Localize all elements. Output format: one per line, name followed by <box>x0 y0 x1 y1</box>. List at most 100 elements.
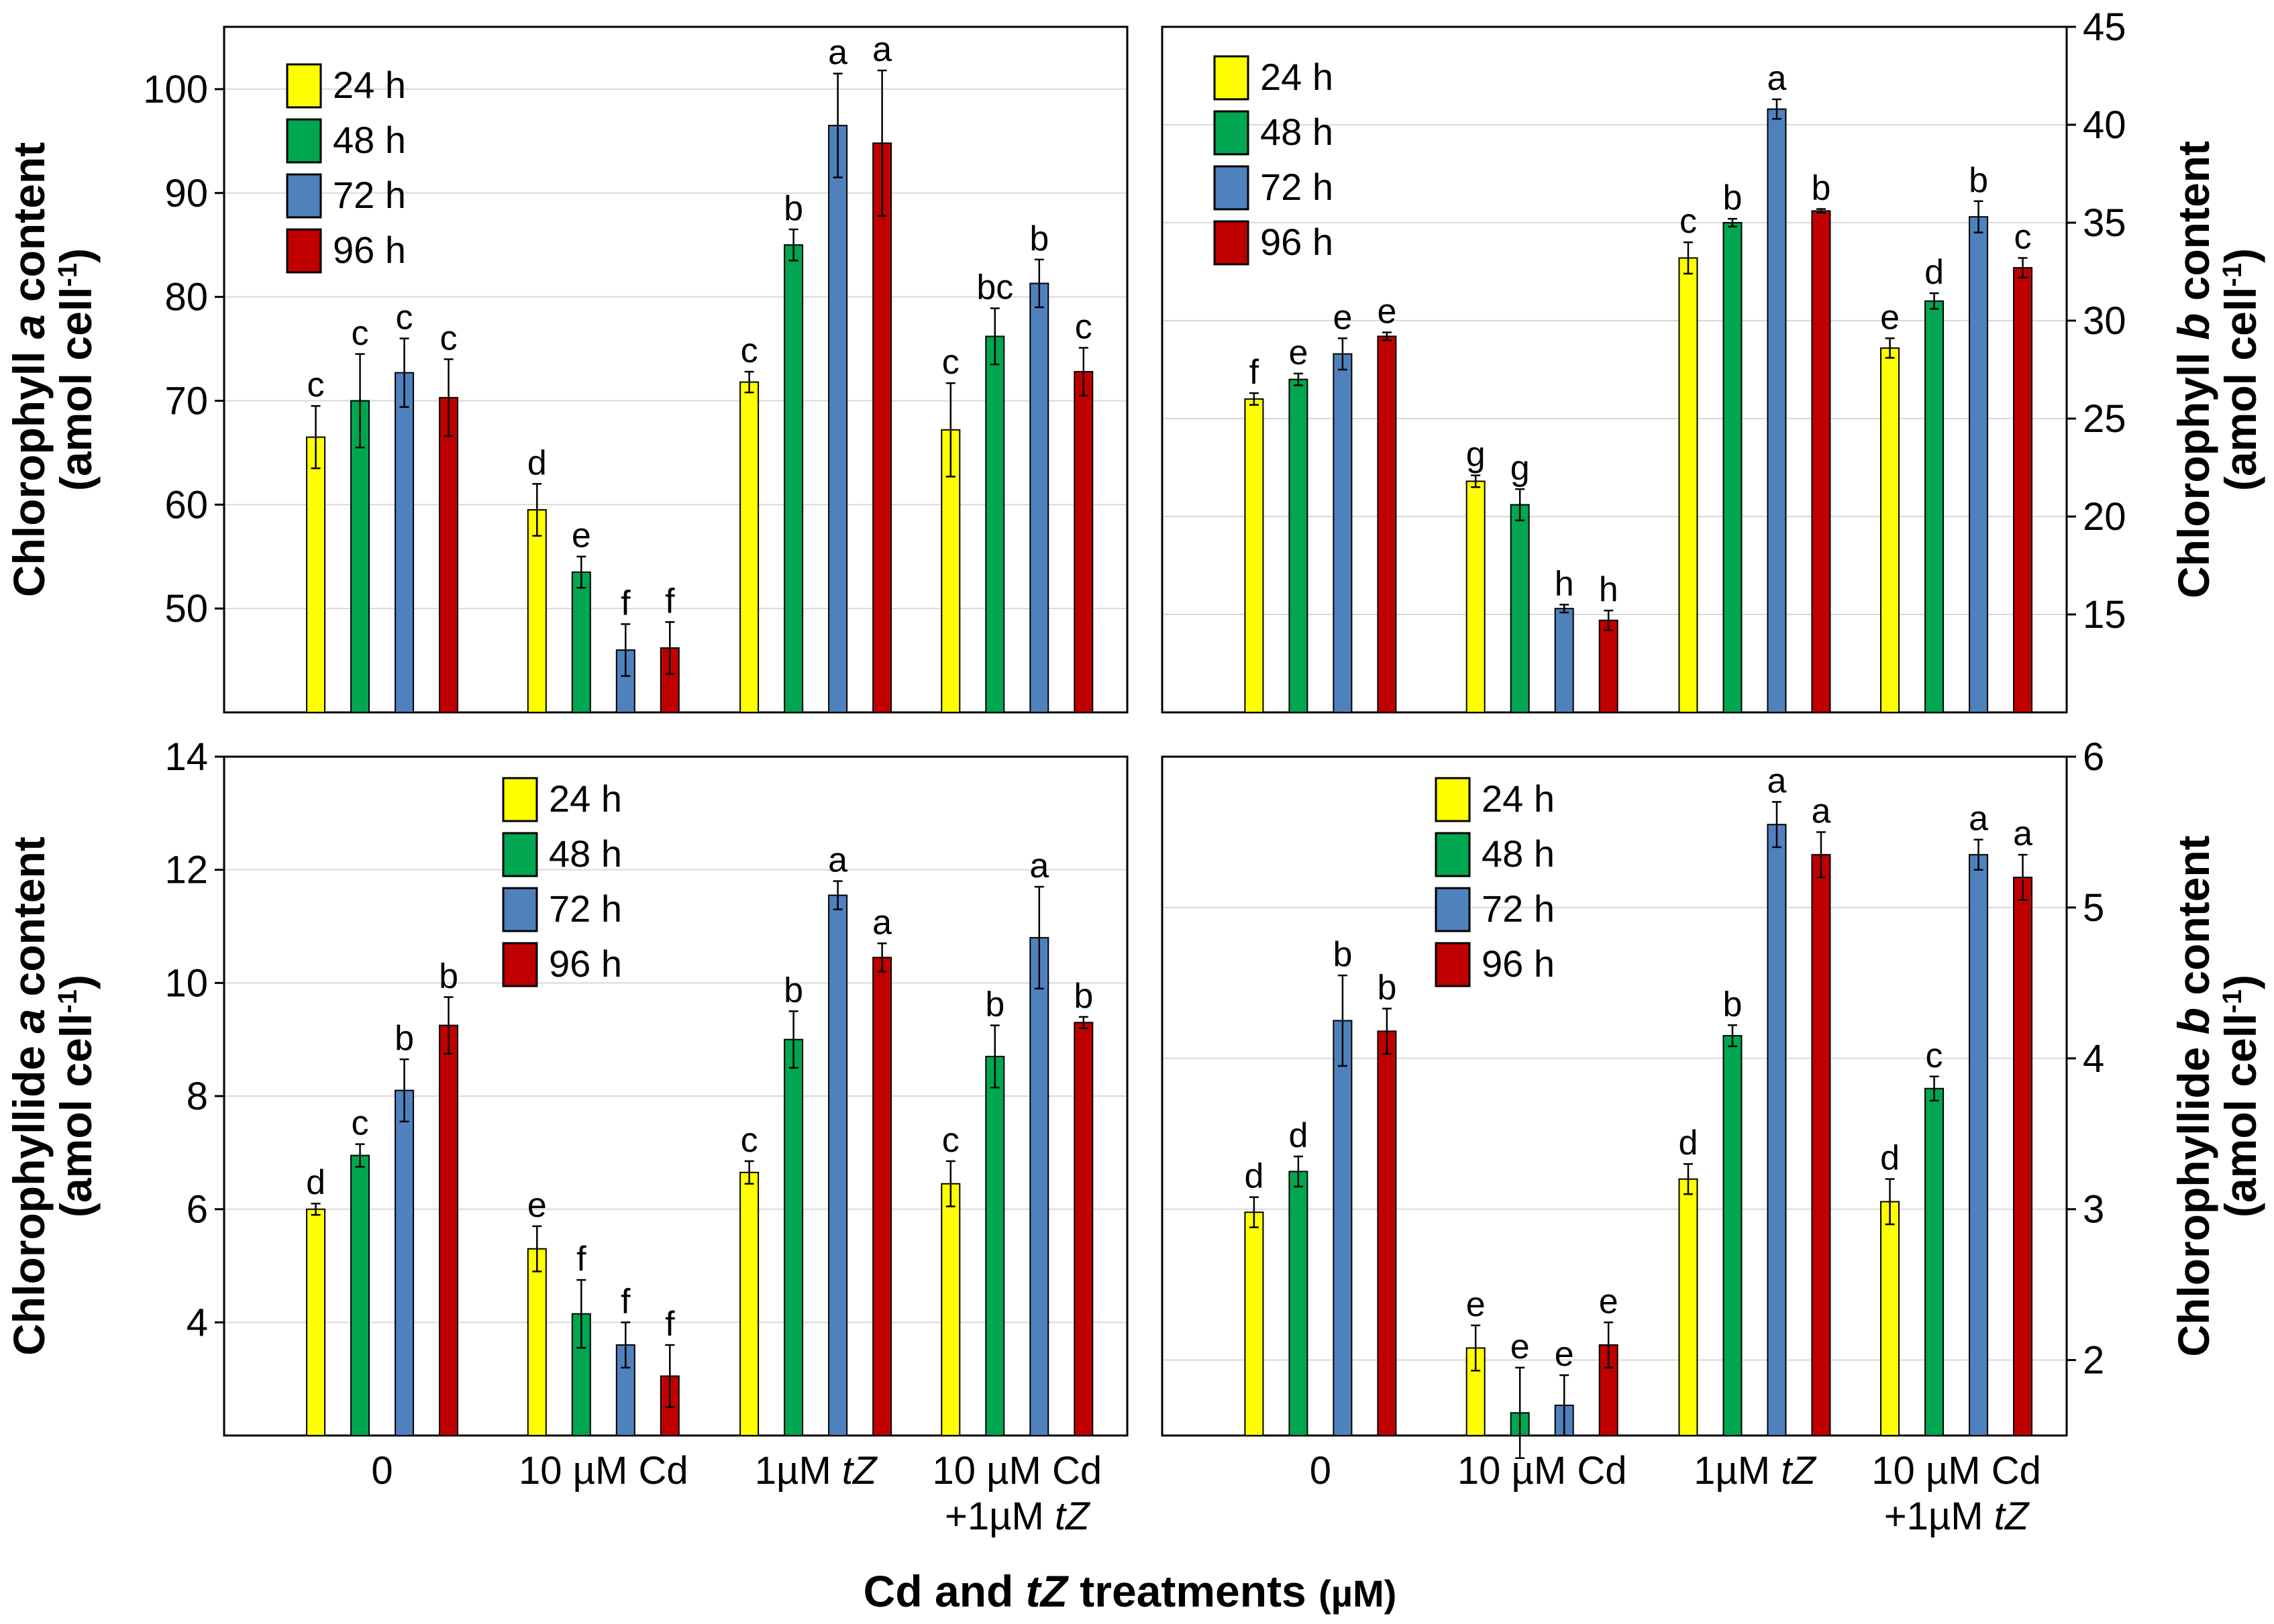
significance-letter: c <box>1679 202 1697 241</box>
y-axis-label-line2: (amol cell-1) <box>51 975 101 1217</box>
chart-panel-bottom-right: 2 3 4 5 6 Chlorophyllide b content(amol cell-… <box>1161 735 2265 1538</box>
bar <box>527 1248 547 1436</box>
significance-letter: c <box>307 366 325 404</box>
significance-letter: c <box>1926 1036 1943 1075</box>
category-label: 10 µM Cd <box>1871 1449 2041 1493</box>
significance-letter: h <box>1555 564 1574 603</box>
bar <box>872 957 892 1436</box>
category-label: 0 <box>371 1449 393 1493</box>
bar <box>1244 1211 1264 1436</box>
bar <box>1465 480 1486 713</box>
bar <box>1029 936 1049 1437</box>
legend-swatch <box>1435 777 1471 822</box>
y-axis-label-line2: (amol cell-1) <box>2216 248 2265 491</box>
significance-letter: b <box>1333 935 1352 974</box>
significance-letter: e <box>1599 1282 1618 1321</box>
bar <box>1029 282 1049 713</box>
legend-label: 96 h <box>549 942 622 985</box>
significance-letter: a <box>828 34 847 72</box>
significance-letter: c <box>396 299 413 337</box>
significance-letter: e <box>527 1186 547 1225</box>
bar <box>784 1038 804 1436</box>
bar <box>1924 300 1945 713</box>
significance-letter: d <box>1244 1157 1263 1196</box>
significance-letter: c <box>352 1104 369 1143</box>
bar <box>941 1183 961 1436</box>
significance-letter: b <box>1029 219 1049 258</box>
y-tick-label: 100 <box>143 68 208 111</box>
bar <box>527 509 547 714</box>
bar <box>1074 1022 1094 1437</box>
bar <box>395 1089 415 1436</box>
bar <box>1288 1171 1308 1436</box>
y-tick-label: 80 <box>164 276 208 319</box>
y-axis-label-line1: Chlorophyllide a content <box>4 836 54 1356</box>
bar <box>1288 378 1308 713</box>
significance-letter: c <box>352 314 369 353</box>
bar <box>439 1024 459 1437</box>
y-tick-label: 25 <box>2083 397 2126 441</box>
y-tick-label: 12 <box>164 849 208 892</box>
significance-letter: b <box>1722 985 1742 1024</box>
bar <box>1244 398 1264 713</box>
x-axis-title: Cd and tZ treatments (µM) <box>864 1566 1397 1616</box>
significance-letter: e <box>1880 298 1900 337</box>
category-label-line2: +1µM tZ <box>1884 1495 2030 1538</box>
legend-label: 24 h <box>333 64 406 106</box>
significance-letter: c <box>741 1121 758 1160</box>
bar <box>1767 824 1787 1436</box>
legend-swatch <box>502 832 538 877</box>
significance-letter: c <box>2014 218 2032 257</box>
significance-letter: a <box>872 903 892 942</box>
legend-swatch <box>286 228 322 274</box>
significance-letter: h <box>1599 570 1618 609</box>
significance-letter: c <box>440 319 458 358</box>
significance-letter: a <box>1969 800 1988 838</box>
bar <box>1722 1035 1743 1436</box>
significance-letter: b <box>1969 161 1988 200</box>
legend-label: 48 h <box>333 119 406 161</box>
bar <box>739 381 760 714</box>
significance-letter: d <box>306 1163 325 1202</box>
bar <box>1969 216 1989 713</box>
significance-letter: d <box>1880 1139 1900 1178</box>
y-tick-label: 4 <box>187 1301 208 1344</box>
legend-swatch <box>286 63 322 109</box>
significance-letter: d <box>1924 253 1944 292</box>
legend-label: 72 h <box>1260 166 1333 208</box>
significance-letter: a <box>872 30 892 69</box>
bar <box>739 1171 760 1436</box>
legend-label: 24 h <box>1482 777 1555 820</box>
significance-letter: e <box>1555 1335 1574 1374</box>
significance-letter: b <box>1377 969 1396 1008</box>
y-tick-label: 60 <box>164 483 208 527</box>
y-tick-label: 90 <box>164 172 208 215</box>
legend-swatch <box>1213 220 1249 266</box>
category-label: 1µM tZ <box>755 1449 878 1493</box>
significance-letter: g <box>1510 449 1530 488</box>
bar <box>571 571 591 713</box>
significance-letter: b <box>985 985 1004 1024</box>
significance-letter: a <box>1029 847 1049 885</box>
y-tick-label: 20 <box>2083 495 2126 539</box>
y-tick-label: 15 <box>2083 593 2126 637</box>
bar <box>1333 1020 1353 1436</box>
significance-letter: a <box>1767 59 1786 98</box>
significance-letter: b <box>784 189 803 228</box>
significance-letter: e <box>572 517 591 555</box>
significance-letter: c <box>942 1121 960 1160</box>
significance-letter: c <box>1075 307 1092 346</box>
significance-letter: f <box>665 582 675 620</box>
legend-swatch <box>1213 165 1249 211</box>
bar <box>350 1154 370 1437</box>
legend-label: 24 h <box>549 777 622 820</box>
bar <box>828 894 848 1437</box>
y-tick-label: 6 <box>2083 735 2104 779</box>
bar <box>1880 347 1900 713</box>
y-tick-label: 35 <box>2083 201 2126 245</box>
bar <box>306 1208 326 1436</box>
bar <box>1510 504 1530 713</box>
y-tick-label: 40 <box>2083 103 2126 147</box>
bar <box>1333 353 1353 713</box>
bar <box>439 396 459 713</box>
